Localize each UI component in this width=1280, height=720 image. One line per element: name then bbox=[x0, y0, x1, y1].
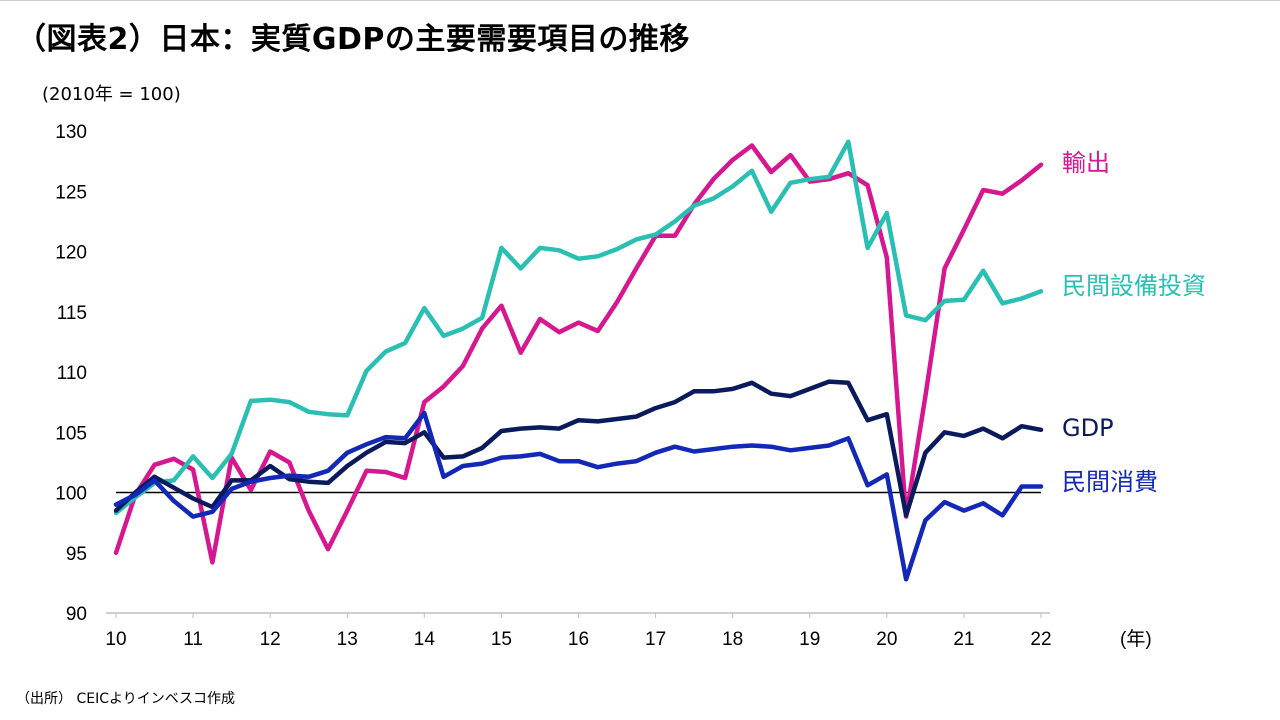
x-tick-label: 22 bbox=[1030, 629, 1051, 650]
source-note: （出所） CEICよりインベスコ作成 bbox=[16, 691, 235, 707]
x-tick-label: 15 bbox=[491, 629, 512, 650]
top-divider bbox=[0, 0, 1280, 1]
x-tick-label: 14 bbox=[414, 629, 436, 650]
y-tick-label: 125 bbox=[55, 182, 87, 203]
y-tick-label: 90 bbox=[66, 604, 87, 625]
series-label-consumption: 民間消費 bbox=[1062, 468, 1158, 496]
series-label-exports: 輸出 bbox=[1062, 149, 1110, 177]
series-line-exports bbox=[113, 143, 1044, 565]
x-tick-label: 12 bbox=[260, 629, 281, 650]
y-unit-label: (2010年 = 100) bbox=[42, 84, 181, 105]
x-tick-label: 10 bbox=[105, 629, 126, 650]
x-tick-label: 18 bbox=[722, 629, 743, 650]
series-line-gdp bbox=[113, 379, 1044, 518]
y-tick-label: 100 bbox=[55, 484, 87, 505]
x-tick-label: 16 bbox=[568, 629, 589, 650]
series-lines bbox=[113, 139, 1044, 582]
series-line-consumption bbox=[113, 410, 1044, 582]
series-label-capex: 民間設備投資 bbox=[1062, 272, 1206, 300]
x-tick-label: 11 bbox=[183, 629, 203, 650]
y-tick-label: 115 bbox=[57, 303, 87, 324]
y-tick-label: 95 bbox=[66, 544, 87, 565]
x-tick-label: 21 bbox=[953, 629, 974, 650]
series-label-gdp: GDP bbox=[1062, 414, 1114, 442]
x-tick-label: 20 bbox=[876, 629, 897, 650]
x-tick-label: 13 bbox=[337, 629, 358, 650]
x-tick-label: 17 bbox=[645, 629, 666, 650]
y-tick-label: 110 bbox=[57, 363, 87, 384]
y-tick-label: 120 bbox=[55, 243, 87, 264]
chart-title: （図表2）日本：実質GDPの主要需要項目の推移 bbox=[16, 22, 690, 57]
x-unit-label: (年) bbox=[1120, 628, 1152, 650]
x-tick-label: 19 bbox=[799, 629, 820, 650]
y-tick-label: 105 bbox=[55, 423, 87, 444]
series-line-capex bbox=[113, 139, 1044, 516]
chart-axes: 90 95 100 105 110 115 120 125 130 10 11 12 13 14 15 16 1… bbox=[55, 122, 1051, 650]
y-tick-label: 130 bbox=[55, 122, 87, 143]
